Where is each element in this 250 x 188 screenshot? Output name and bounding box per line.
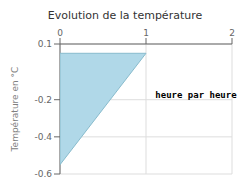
svg-text:-0.4: -0.4 [34, 132, 52, 142]
svg-text:2: 2 [229, 28, 235, 38]
svg-text:0.1: 0.1 [38, 39, 52, 49]
html-text:Evolution de la température: Evolution de la température [47, 9, 203, 22]
svg-text:heure par heure: heure par heure [155, 90, 237, 100]
svg-text:-0.2: -0.2 [34, 95, 52, 105]
svg-text:1: 1 [143, 28, 149, 38]
svg-text:0: 0 [57, 28, 63, 38]
svg-text:Température en °C: Température en °C [10, 67, 20, 153]
svg-text:-0.6: -0.6 [34, 169, 52, 179]
